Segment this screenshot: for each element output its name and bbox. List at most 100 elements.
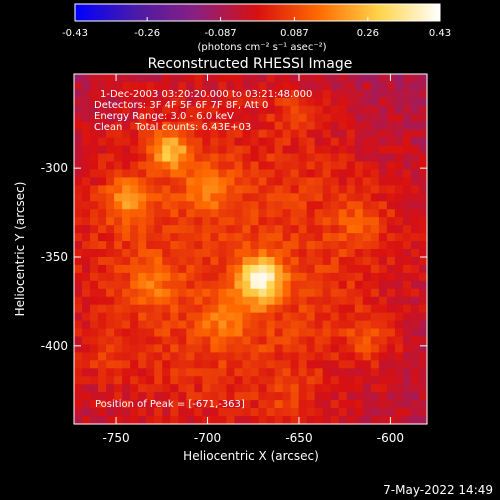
heatmap-cell [386,296,396,306]
heatmap-cell [290,304,300,314]
heatmap-cell [210,384,220,393]
heatmap-cell [234,113,244,123]
heatmap-cell [386,113,396,123]
heatmap-cell [394,264,404,274]
heatmap-cell [74,97,83,107]
heatmap-cell [82,352,91,361]
heatmap-cell [114,74,123,83]
heatmap-cell [234,392,244,401]
heatmap-cell [114,296,123,306]
heatmap-cell [386,416,396,425]
heatmap-cell [234,241,244,250]
heatmap-cell [274,137,284,147]
heatmap-cell [354,320,364,330]
heatmap-cell [194,416,203,425]
heatmap-cell [74,344,83,353]
heatmap-cell [218,121,228,131]
heatmap-cell [346,264,356,274]
heatmap-cell [370,209,380,218]
heatmap-cell [90,225,99,234]
heatmap-cell [282,400,292,409]
heatmap-cell [170,145,179,155]
heatmap-cell [154,161,163,171]
heatmap-cell [322,105,332,115]
heatmap-cell [138,209,147,218]
heatmap-cell [146,89,155,99]
heatmap-cell [298,201,308,210]
heatmap-cell [130,320,139,330]
heatmap-cell [322,264,332,274]
heatmap-cell [258,225,268,234]
heatmap-cell [338,296,348,306]
heatmap-cell [242,177,252,186]
heatmap-cell [138,384,147,393]
heatmap-cell [306,344,316,353]
heatmap-cell [146,113,155,123]
heatmap-cell [146,97,155,107]
heatmap-cell [418,288,428,298]
heatmap-cell [402,169,412,178]
heatmap-cell [122,416,131,425]
heatmap-cell [242,145,252,155]
heatmap-cell [106,97,115,107]
heatmap-cell [282,296,292,306]
heatmap-cell [282,320,292,330]
heatmap-cell [74,400,83,409]
heatmap-cell [218,217,228,226]
heatmap-cell [378,256,388,266]
heatmap-cell [226,288,236,298]
heatmap-cell [194,105,203,115]
heatmap-cell [122,161,131,171]
heatmap-cell [170,280,179,290]
heatmap-cell [370,304,380,314]
heatmap-cell [354,121,364,131]
heatmap-cell [378,376,388,385]
heatmap-cell [290,121,300,131]
heatmap-cell [98,225,107,234]
heatmap-cell [298,161,308,171]
heatmap-cell [346,312,356,322]
heatmap-cell [306,256,316,266]
heatmap-cell [370,113,380,123]
heatmap-cell [154,360,163,369]
heatmap-cell [370,89,380,99]
heatmap-cell [402,352,412,361]
heatmap-cell [186,145,195,155]
heatmap-cell [266,312,276,322]
heatmap-cell [258,241,268,250]
heatmap-cell [314,209,324,218]
heatmap-cell [330,400,340,409]
heatmap-cell [306,217,316,226]
heatmap-cell [266,408,276,417]
heatmap-cell [202,185,211,194]
heatmap-cell [338,416,348,425]
heatmap-cell [170,225,179,234]
heatmap-cell [362,113,372,123]
heatmap-cell [98,209,107,218]
heatmap-cell [154,89,163,99]
heatmap-cell [266,137,276,147]
heatmap-cell [298,288,308,298]
heatmap-cell [298,296,308,306]
heatmap-cell [202,169,211,178]
heatmap-cell [226,225,236,234]
heatmap-cell [130,384,139,393]
heatmap-cell [378,368,388,377]
heatmap-cell [170,272,179,282]
heatmap-cell [106,288,115,298]
heatmap-cell [410,368,420,377]
heatmap-cell [418,129,428,139]
heatmap-cell [346,201,356,210]
heatmap-cell [210,129,220,139]
heatmap-cell [90,296,99,306]
heatmap-cell [226,328,236,338]
heatmap-cell [250,352,260,361]
heatmap-cell [338,185,348,194]
heatmap-cell [370,145,380,155]
heatmap-cell [210,296,220,306]
heatmap-cell [194,209,203,218]
heatmap-cell [258,201,268,210]
colorbar-fill [75,4,440,21]
heatmap-cell [394,81,404,91]
heatmap-cell [266,81,276,91]
